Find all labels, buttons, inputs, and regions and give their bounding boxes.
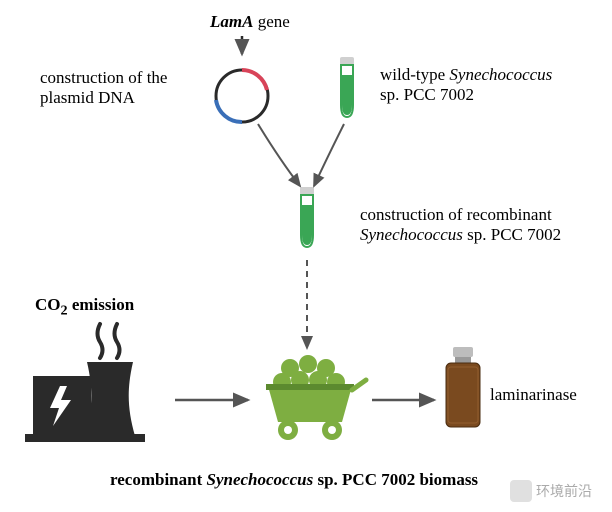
bottle-icon <box>440 345 486 435</box>
watermark-text: 环境前沿 <box>536 481 592 501</box>
watermark: 环境前沿 <box>510 480 592 502</box>
cart-biomass-icon <box>252 350 372 450</box>
watermark-icon <box>510 480 532 502</box>
powerplant-icon <box>25 318 175 448</box>
